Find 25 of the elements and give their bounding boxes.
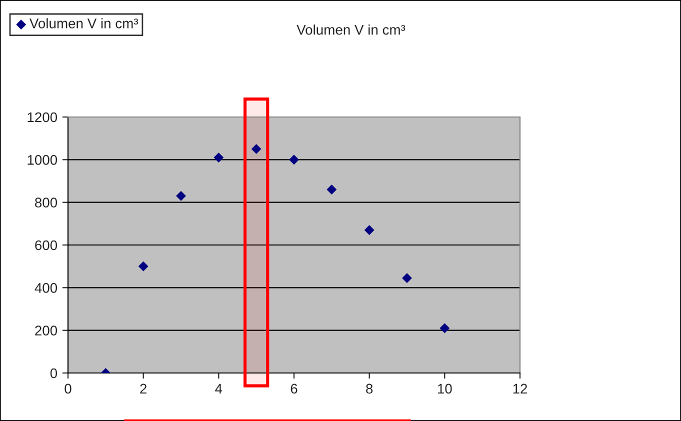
point	[138, 261, 148, 272]
x-tick-label: 6	[290, 384, 298, 394]
y-tick-label: 400	[34, 283, 58, 293]
x-tick-label: 10	[438, 384, 452, 394]
point	[364, 225, 374, 235]
x-tick-label: 2	[140, 384, 146, 394]
y-tick-label: 800	[35, 198, 58, 208]
point	[176, 191, 186, 201]
chart-title: Volumen V in cm³	[296, 24, 406, 35]
point	[289, 154, 299, 165]
x-tick-label: 12	[513, 384, 528, 394]
y-tick-label: 0	[50, 368, 58, 378]
x-tick-label: 0	[64, 384, 72, 394]
legend-label: Volumen V in cm³	[30, 18, 138, 28]
point	[402, 273, 412, 283]
x-tick-label: 4	[215, 384, 222, 394]
y-tick-label: 1200	[28, 112, 58, 122]
point	[251, 144, 262, 154]
point	[326, 184, 337, 194]
y-tick-label: 200	[35, 326, 58, 336]
x-tick-label: 8	[366, 384, 373, 394]
point	[214, 152, 224, 162]
y-tick-label: 1000	[28, 155, 58, 165]
point	[440, 323, 450, 334]
y-tick-label: 600	[35, 240, 58, 250]
